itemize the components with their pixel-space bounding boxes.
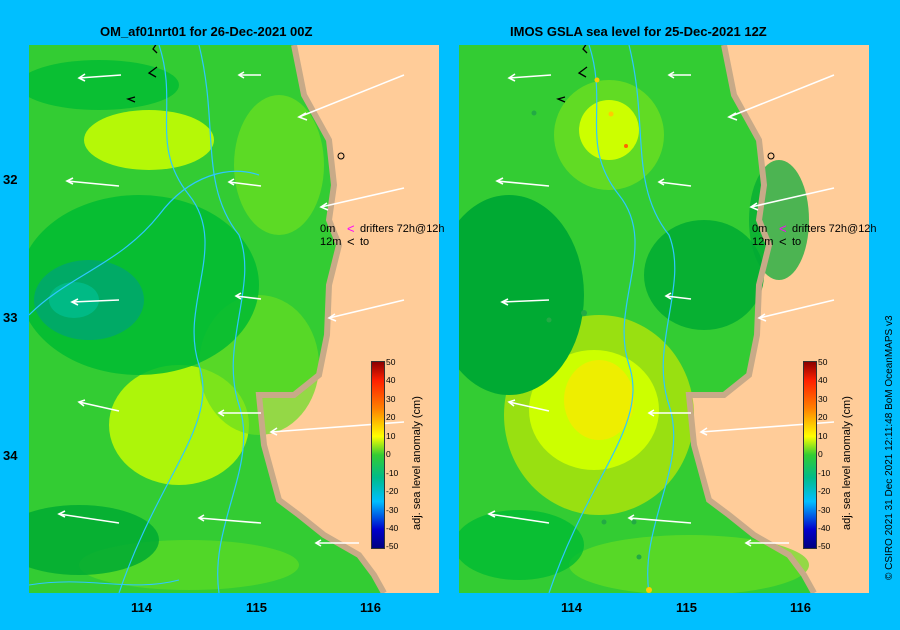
right-colorbar-gradient	[803, 361, 817, 549]
left-map[interactable]	[29, 45, 439, 593]
left-cbar-tick-m50: -50	[386, 541, 399, 551]
left-cbar-tick-m20: -20	[386, 486, 399, 496]
right-xtick-116: 116	[790, 600, 811, 615]
left-xtick-114: 114	[131, 600, 152, 615]
right-legend-row2-marker: <	[779, 234, 787, 249]
right-cbar-tick-10: 10	[818, 431, 828, 441]
right-legend-row1-text: drifters 72h@12h	[792, 223, 877, 235]
right-cbar-tick-m20: -20	[818, 486, 831, 496]
left-cbar-tick-m40: -40	[386, 523, 399, 533]
left-colorbar-title: adj. sea level anomaly (cm)	[411, 396, 423, 530]
right-panel-title: IMOS GSLA sea level for 25-Dec-2021 12Z	[510, 24, 767, 39]
ytick-32: 32	[3, 172, 18, 187]
right-colorbar-title: adj. sea level anomaly (cm)	[841, 396, 853, 530]
credit-text: © CSIRO 2021 31 Dec 2021 12:11:48 BoM Oc…	[884, 315, 895, 580]
right-legend-row1-depth: 0m	[752, 223, 768, 235]
right-legend-row2-depth: 12m	[752, 236, 774, 248]
right-cbar-tick-40: 40	[818, 375, 828, 385]
right-cbar-tick-30: 30	[818, 394, 828, 404]
left-cbar-tick-30: 30	[386, 394, 396, 404]
right-legend-row2-text: to	[792, 236, 802, 248]
left-legend-row2-text: to	[360, 236, 370, 248]
right-map[interactable]	[459, 45, 869, 593]
left-cbar-tick-0: 0	[386, 449, 391, 459]
left-cbar-tick-m30: -30	[386, 505, 399, 515]
right-cbar-tick-20: 20	[818, 412, 828, 422]
left-cbar-tick-40: 40	[386, 375, 396, 385]
right-cbar-tick-0: 0	[818, 449, 823, 459]
left-legend-row2-depth: 12m	[320, 236, 342, 248]
right-xtick-114: 114	[561, 600, 582, 615]
left-legend-row1-text: drifters 72h@12h	[360, 223, 445, 235]
right-cbar-tick-m40: -40	[818, 523, 831, 533]
left-cbar-tick-m10: -10	[386, 468, 399, 478]
left-cbar-tick-50: 50	[386, 357, 396, 367]
left-xtick-116: 116	[360, 600, 381, 615]
left-xtick-115: 115	[246, 600, 267, 615]
left-legend-row1-depth: 0m	[320, 223, 336, 235]
left-cbar-tick-20: 20	[386, 412, 396, 422]
right-cbar-tick-m50: -50	[818, 541, 831, 551]
right-cbar-tick-m10: -10	[818, 468, 831, 478]
right-legend-row1-marker: <	[779, 221, 787, 236]
right-map-canvas	[459, 45, 869, 593]
right-cbar-tick-m30: -30	[818, 505, 831, 515]
left-cbar-tick-10: 10	[386, 431, 396, 441]
left-colorbar-gradient	[371, 361, 385, 549]
left-map-canvas	[29, 45, 439, 593]
left-legend-row2-marker: <	[347, 234, 355, 249]
left-panel-title: OM_af01nrt01 for 26-Dec-2021 00Z	[100, 24, 313, 39]
right-cbar-tick-50: 50	[818, 357, 828, 367]
ytick-33: 33	[3, 310, 18, 325]
ytick-34: 34	[3, 448, 18, 463]
left-legend-row1-marker: <	[347, 221, 355, 236]
right-xtick-115: 115	[676, 600, 697, 615]
